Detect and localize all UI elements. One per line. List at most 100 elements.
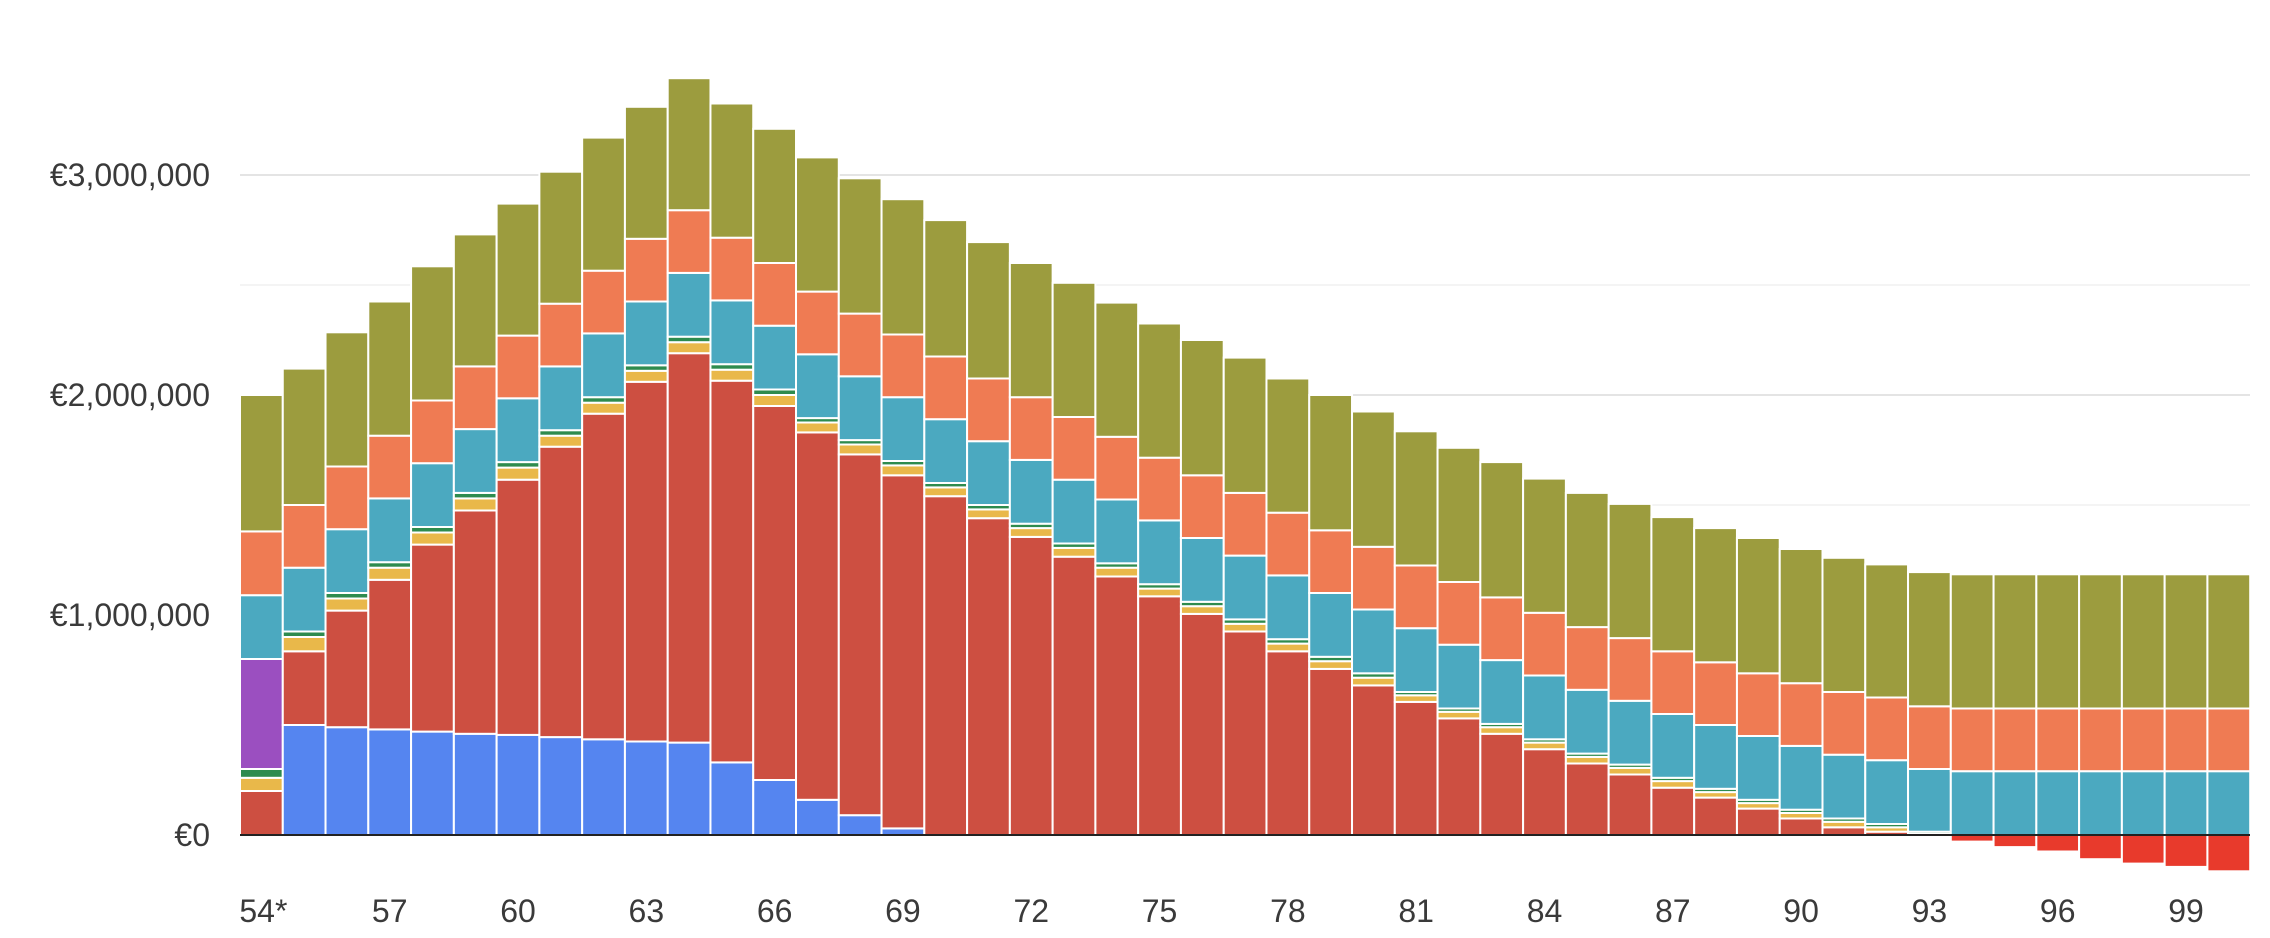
bar-segment-olive-age-59 — [452, 233, 498, 368]
bar-segment-yellow-age-67 — [795, 421, 840, 434]
bar-segment-olive-age-78 — [1265, 377, 1311, 514]
bar-segment-teal-age-54 — [239, 594, 284, 661]
bar-segment-bright-red-age-97 — [2078, 834, 2123, 861]
bar-segment-yellow-age-66 — [752, 394, 798, 407]
bar-segment-teal-age-57 — [367, 497, 413, 564]
bar-segment-olive-age-58 — [410, 265, 455, 402]
bar-segment-orange-age-73 — [1051, 416, 1097, 481]
bar-segment-yellow-age-69 — [880, 464, 926, 477]
bar-segment-yellow-age-72 — [1008, 527, 1054, 538]
bar-segment-olive-age-69 — [880, 198, 926, 336]
bar-segment-blue-age-57 — [367, 728, 413, 837]
bar-segment-red-age-63 — [623, 380, 669, 743]
bar-segment-red-age-66 — [752, 405, 798, 781]
x-tick-label: 96 — [2040, 893, 2076, 929]
bar-segment-orange-age-82 — [1436, 581, 1482, 646]
bar-segment-teal-age-89 — [1735, 735, 1781, 801]
x-tick-label: 90 — [1783, 893, 1819, 929]
bar-segment-yellow-age-75 — [1137, 587, 1182, 598]
bar-segment-olive-age-86 — [1607, 502, 1653, 640]
bar-segment-red-age-78 — [1265, 650, 1311, 836]
bar-segment-yellow-age-68 — [837, 443, 883, 456]
bar-segment-olive-age-96 — [2035, 573, 2081, 710]
x-tick-label: 78 — [1270, 893, 1306, 929]
bar-segment-red-age-54 — [239, 790, 284, 836]
bar-segment-olive-age-87 — [1650, 516, 1696, 653]
bar-segment-blue-age-55 — [281, 724, 327, 836]
bar-segment-red-age-67 — [795, 431, 840, 801]
bar-segment-orange-age-80 — [1351, 545, 1396, 611]
bar-segment-olive-age-67 — [795, 156, 840, 293]
bar-segment-teal-age-93 — [1907, 768, 1952, 833]
bar-segment-orange-age-77 — [1222, 491, 1268, 557]
bar-segment-teal-age-95 — [1992, 770, 2038, 837]
y-tick-label: €3,000,000 — [50, 157, 210, 193]
bar-segment-teal-age-75 — [1137, 519, 1182, 586]
bar-segment-orange-age-64 — [666, 209, 712, 274]
bar-segment-teal-age-97 — [2078, 770, 2123, 837]
bar-segment-blue-age-58 — [410, 730, 455, 836]
bar-segment-teal-age-94 — [1949, 770, 1995, 837]
x-tick-label: 75 — [1142, 893, 1178, 929]
x-tick-label: 93 — [1912, 893, 1948, 929]
bar-segment-orange-age-88 — [1693, 661, 1738, 726]
bar-segment-teal-age-66 — [752, 324, 798, 391]
bar-segment-bright-red-age-100 — [2206, 834, 2252, 873]
bar-segment-yellow-age-64 — [666, 341, 712, 355]
bar-segment-blue-age-64 — [666, 741, 712, 836]
bar-segment-olive-age-92 — [1864, 563, 1910, 699]
bar-segment-orange-age-70 — [923, 355, 969, 421]
bar-segment-olive-age-88 — [1693, 527, 1738, 664]
bar-segment-red-age-79 — [1308, 667, 1354, 837]
bar-segment-olive-age-83 — [1479, 461, 1525, 599]
bar-segment-yellow-age-61 — [538, 434, 584, 448]
bar-segment-red-age-60 — [495, 478, 541, 736]
bar-segment-purple-age-54 — [239, 658, 284, 770]
bar-segment-olive-age-77 — [1222, 356, 1268, 494]
bar-segment-olive-age-72 — [1008, 262, 1054, 399]
x-tick-label: 87 — [1655, 893, 1691, 929]
bar-segment-orange-age-98 — [2120, 707, 2166, 773]
bar-segment-orange-age-60 — [495, 334, 541, 400]
bar-segment-red-age-59 — [452, 509, 498, 735]
bar-segment-yellow-age-79 — [1308, 660, 1354, 670]
bar-segment-blue-age-60 — [495, 733, 541, 837]
bar-segment-olive-age-70 — [923, 219, 969, 358]
bar-segment-yellow-age-65 — [709, 368, 755, 382]
bar-segment-orange-age-55 — [281, 504, 327, 569]
bar-segment-red-age-57 — [367, 578, 413, 731]
bar-segment-red-age-61 — [538, 445, 584, 739]
bar-segment-teal-age-83 — [1479, 659, 1525, 725]
bar-segment-red-age-69 — [880, 474, 926, 830]
bar-segment-orange-age-74 — [1094, 435, 1140, 501]
bar-segment-teal-age-73 — [1051, 478, 1097, 545]
bar-segment-olive-age-60 — [495, 202, 541, 337]
bar-segment-yellow-age-59 — [452, 497, 498, 512]
bar-segment-teal-age-61 — [538, 365, 584, 432]
bar-segment-olive-age-65 — [709, 102, 755, 239]
bar-segment-teal-age-76 — [1179, 537, 1225, 603]
bar-segment-teal-age-80 — [1351, 608, 1396, 675]
bar-segment-red-age-75 — [1137, 595, 1182, 836]
bar-segment-orange-age-54 — [239, 530, 284, 597]
bar-segment-red-age-90 — [1778, 817, 1824, 836]
bar-segment-red-age-86 — [1607, 773, 1653, 836]
bar-segment-red-age-77 — [1222, 630, 1268, 836]
bar-segment-olive-age-62 — [581, 136, 626, 272]
bar-segment-teal-age-62 — [581, 332, 626, 399]
bar-segment-bright-red-age-96 — [2035, 834, 2081, 853]
bar-segment-orange-age-61 — [538, 302, 584, 368]
bar-segment-olive-age-93 — [1907, 571, 1952, 708]
x-tick-label: 84 — [1527, 893, 1563, 929]
bars — [239, 77, 2252, 873]
bar-segment-bright-red-age-99 — [2163, 834, 2209, 868]
bar-segment-blue-age-68 — [837, 814, 883, 837]
bar-segment-yellow-age-57 — [367, 566, 413, 581]
bar-segment-yellow-age-77 — [1222, 622, 1268, 633]
bar-segment-yellow-age-62 — [581, 401, 626, 415]
bar-segment-orange-age-63 — [623, 237, 669, 303]
y-tick-label: €0 — [174, 817, 210, 853]
bar-segment-yellow-age-55 — [281, 636, 327, 653]
bar-segment-teal-age-82 — [1436, 643, 1482, 710]
bar-segment-orange-age-87 — [1650, 650, 1696, 715]
